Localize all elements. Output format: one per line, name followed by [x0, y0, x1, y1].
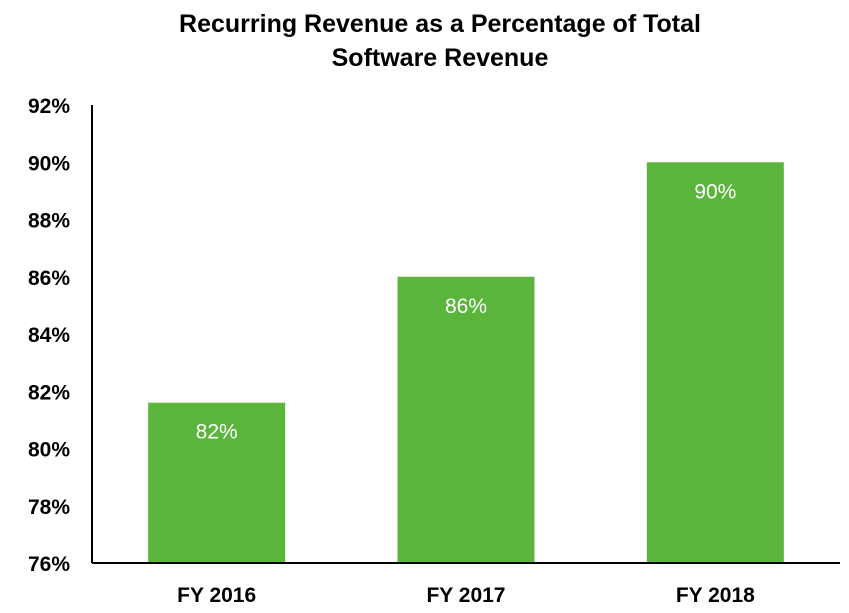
y-tick-label: 86% [28, 267, 70, 290]
data-label: 86% [445, 295, 487, 318]
data-label: 82% [196, 421, 238, 444]
chart-title-line-2: Software Revenue [332, 44, 549, 72]
y-axis: 76% 78% 80% 82% 84% 86% 88% 90% 92% [28, 95, 93, 576]
y-tick-label: 80% [28, 439, 70, 462]
bar [148, 402, 286, 563]
chart-title-line-1: Recurring Revenue as a Percentage of Tot… [179, 10, 701, 38]
y-tick-label: 78% [28, 496, 70, 519]
y-tick-label: 84% [28, 324, 70, 347]
y-tick-label: 82% [28, 381, 70, 404]
y-tick-label: 92% [28, 95, 70, 118]
x-tick-label: FY 2016 [177, 584, 256, 607]
y-tick-label: 76% [28, 553, 70, 576]
bar [397, 276, 535, 563]
chart-title: Recurring Revenue as a Percentage of Tot… [179, 10, 701, 72]
x-tick-label: FY 2018 [676, 584, 755, 607]
bars-layer [148, 162, 784, 563]
x-tick-label: FY 2017 [426, 584, 505, 607]
y-tick-label: 90% [28, 152, 70, 175]
bar [646, 162, 784, 563]
data-label: 90% [694, 180, 736, 203]
y-tick-label: 88% [28, 210, 70, 233]
x-axis: FY 2016 FY 2017 FY 2018 [92, 562, 840, 607]
data-labels-layer: 82% 86% 90% [196, 180, 737, 443]
